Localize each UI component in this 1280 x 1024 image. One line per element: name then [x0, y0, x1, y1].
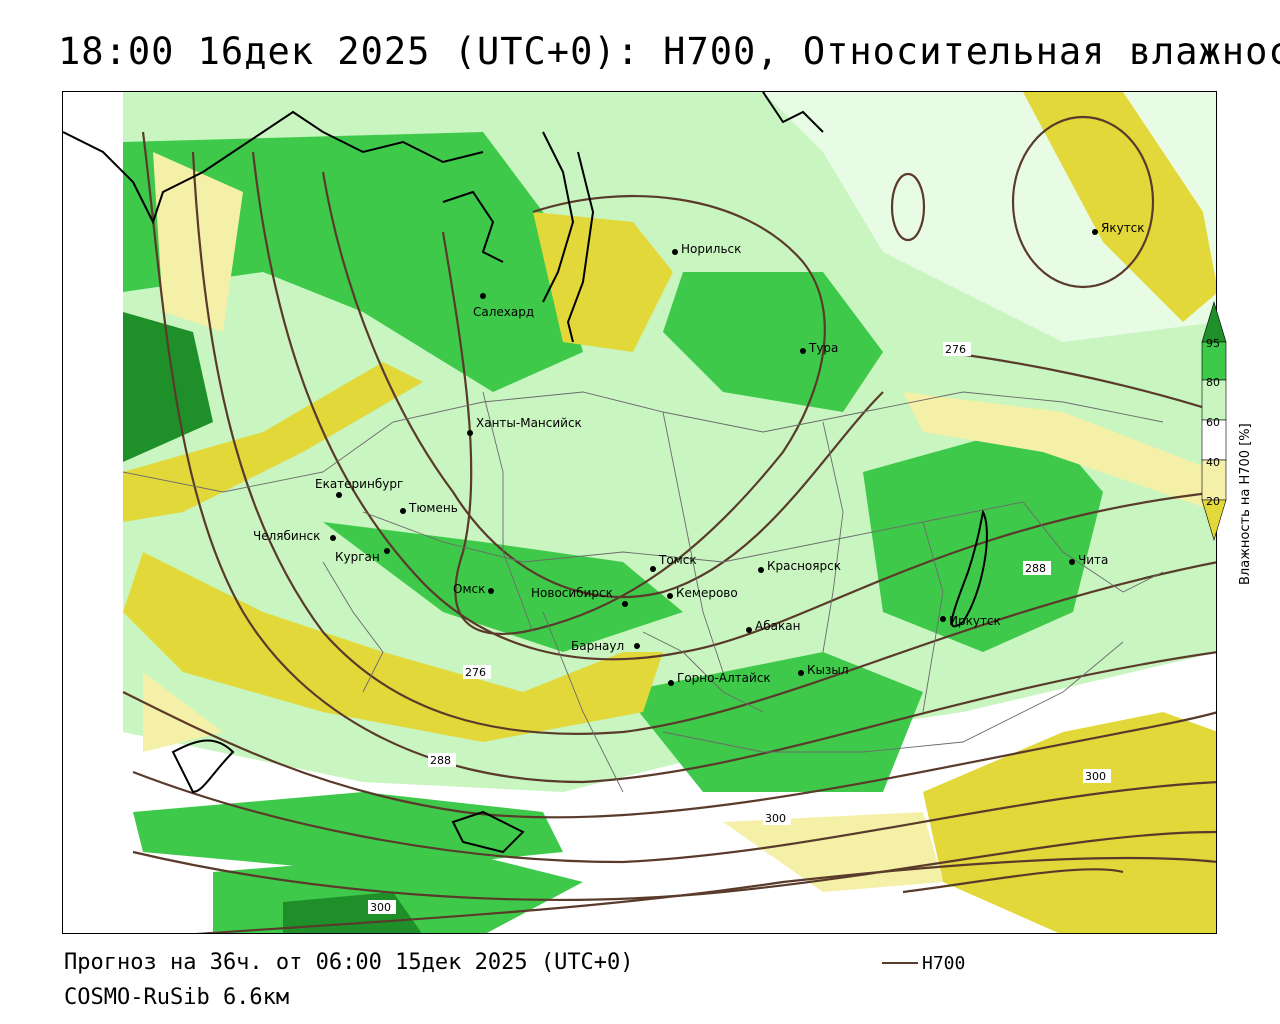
svg-text:Якутск: Якутск: [1101, 221, 1145, 235]
region-borders: [122, 391, 1164, 793]
weather-map: 276 276 288 288 300 300 300 Норильск Яку…: [62, 91, 1217, 934]
h700-legend-swatch: [882, 962, 918, 964]
svg-text:Новосибирск: Новосибирск: [531, 586, 613, 600]
svg-text:Тура: Тура: [808, 341, 838, 355]
city-tomsk: Томск: [650, 553, 697, 572]
contour-labels: 276 276 288 288 300 300 300: [368, 342, 1111, 914]
humidity-colorbar: 95 80 60 40 20: [1201, 300, 1227, 542]
city-barnaul: Барнаул: [571, 639, 640, 653]
colorbar-tick-40: 40: [1206, 456, 1220, 469]
contour-label-300-east: 300: [1085, 770, 1106, 783]
city-irkutsk: Иркутск: [940, 614, 1001, 628]
colorbar-band-green: [1201, 341, 1227, 381]
humidity-fields: [63, 92, 1216, 933]
city-salekhard: Салехард: [473, 293, 534, 319]
colorbar-title: Влажность на H700 [%]: [1238, 423, 1253, 585]
svg-text:Чита: Чита: [1078, 553, 1108, 567]
h700-legend-label: H700: [922, 953, 966, 974]
svg-text:Курган: Курган: [335, 550, 380, 564]
colorbar-band-light-yellow: [1201, 459, 1227, 501]
svg-text:Тюмень: Тюмень: [408, 501, 458, 515]
svg-text:Челябинск: Челябинск: [253, 529, 320, 543]
city-chelyabinsk: Челябинск: [253, 529, 336, 543]
city-novosibirsk: Новосибирск: [531, 586, 628, 607]
city-norilsk: Норильск: [672, 242, 741, 256]
city-kyzyl: Кызыл: [798, 663, 849, 677]
colorbar-tick-95: 95: [1206, 337, 1220, 350]
coastlines: [63, 92, 988, 854]
colorbar-tick-60: 60: [1206, 416, 1220, 429]
city-yekaterinburg: Екатеринбург: [315, 477, 403, 498]
svg-text:Салехард: Салехард: [473, 305, 534, 319]
contour-label-276-north: 276: [945, 343, 966, 356]
model-name: COSMO-RuSib 6.6км: [64, 985, 290, 1010]
svg-text:Ханты-Мансийск: Ханты-Мансийск: [476, 416, 582, 430]
city-gorno-altaysk: Горно-Алтайск: [668, 671, 771, 686]
svg-text:Горно-Алтайск: Горно-Алтайск: [677, 671, 771, 685]
contour-label-276-south: 276: [465, 666, 486, 679]
contour-label-300-center: 300: [765, 812, 786, 825]
city-omsk: Омск: [453, 582, 494, 596]
svg-text:Абакан: Абакан: [755, 619, 800, 633]
city-tyumen: Тюмень: [400, 501, 458, 515]
cities: Норильск Якутск Салехард Тура Ханты-Манс…: [253, 221, 1145, 686]
colorbar-top-triangle: [1201, 300, 1227, 343]
colorbar-tick-20: 20: [1206, 495, 1220, 508]
svg-text:Барнаул: Барнаул: [571, 639, 624, 653]
map-canvas: 276 276 288 288 300 300 300 Норильск Яку…: [63, 92, 1216, 933]
colorbar-bottom-triangle: [1201, 499, 1227, 542]
svg-text:Норильск: Норильск: [681, 242, 741, 256]
city-khanty-mansiysk: Ханты-Мансийск: [467, 416, 582, 436]
forecast-info: Прогноз на 36ч. от 06:00 15дек 2025 (UTC…: [64, 950, 634, 975]
city-abakan: Абакан: [746, 619, 800, 633]
city-chita: Чита: [1069, 553, 1108, 567]
svg-text:Томск: Томск: [658, 553, 697, 567]
svg-text:Красноярск: Красноярск: [767, 559, 841, 573]
city-tura: Тура: [800, 341, 838, 355]
svg-text:Кызыл: Кызыл: [807, 663, 849, 677]
city-kurgan: Курган: [335, 548, 390, 564]
city-kemerovo: Кемерово: [667, 586, 738, 600]
svg-text:Екатеринбург: Екатеринбург: [315, 477, 403, 491]
contour-label-288-east: 288: [1025, 562, 1046, 575]
city-krasnoyarsk: Красноярск: [758, 559, 841, 573]
colorbar-band-light-green: [1201, 379, 1227, 421]
contour-label-300-west: 300: [370, 901, 391, 914]
svg-text:Иркутск: Иркутск: [949, 614, 1001, 628]
svg-text:Кемерово: Кемерово: [676, 586, 738, 600]
contour-label-288-west: 288: [430, 754, 451, 767]
map-title: 18:00 16дек 2025 (UTC+0): H700, Относите…: [58, 30, 1280, 73]
colorbar-tick-80: 80: [1206, 376, 1220, 389]
city-yakutsk: Якутск: [1092, 221, 1145, 235]
svg-text:Омск: Омск: [453, 582, 485, 596]
